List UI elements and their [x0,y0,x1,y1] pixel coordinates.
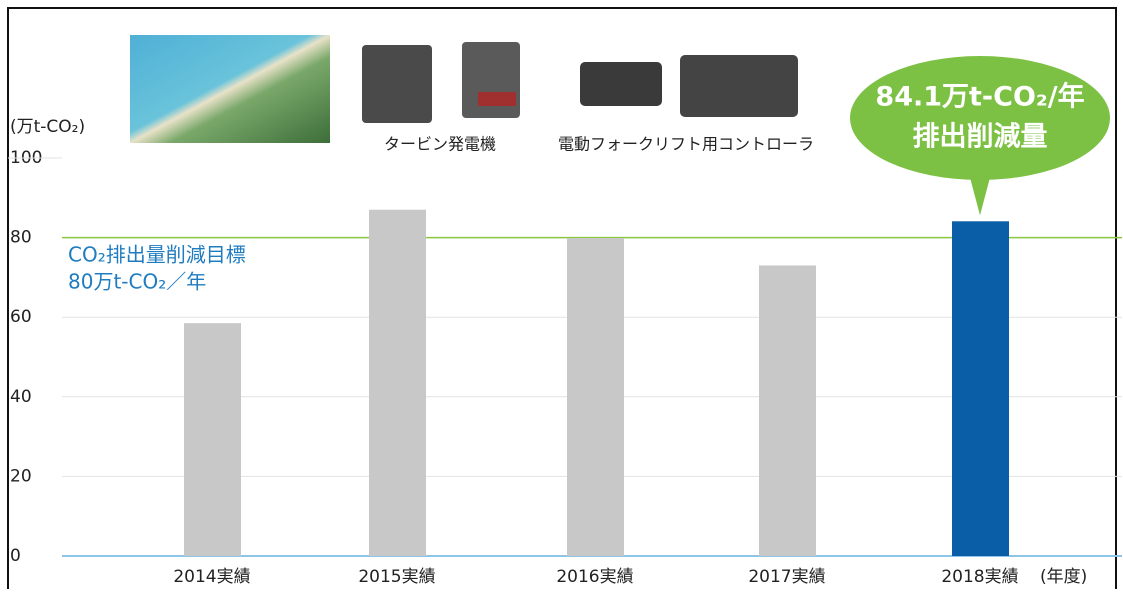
caption: 電動フォークリフト用コントローラ [558,135,814,154]
controller-photo [580,62,662,106]
x-tick-label: 2018実績 [941,567,1018,587]
x-tick-label: 2017実績 [748,567,825,587]
y-tick-label: 20 [10,466,32,486]
generator-part [478,92,516,106]
callout-text: 排出削減量 [913,122,1048,153]
target-label: CO₂排出量削減目標 [68,243,246,267]
y-tick-label: 80 [10,228,32,248]
target-label: 80万t-CO₂／年 [68,270,206,294]
y-tick-label: 60 [10,307,32,327]
x-tick-label: 2015実績 [358,567,435,587]
caption: タービン発電機 [384,135,496,154]
bar [184,323,241,556]
x-tick-label: 2014実績 [173,567,250,587]
generator-photo [362,45,432,123]
y-axis-label: (万t-CO₂) [10,117,85,137]
generator-photo [462,42,520,118]
frame [7,7,1117,589]
bar [567,237,624,557]
y-tick-label: 40 [10,387,32,407]
x-tick-label: 2016実績 [556,567,633,587]
bar [369,209,426,557]
callout-text: 84.1万t-CO₂/年 [875,81,1084,113]
callout-bubble [850,56,1110,180]
bar [952,221,1009,557]
y-tick-label: 0 [10,546,21,566]
bar [759,265,816,556]
controller-photo [680,55,798,117]
coast-photo [130,35,330,143]
callout-pointer [968,170,992,216]
x-unit: (年度) [1040,567,1087,587]
